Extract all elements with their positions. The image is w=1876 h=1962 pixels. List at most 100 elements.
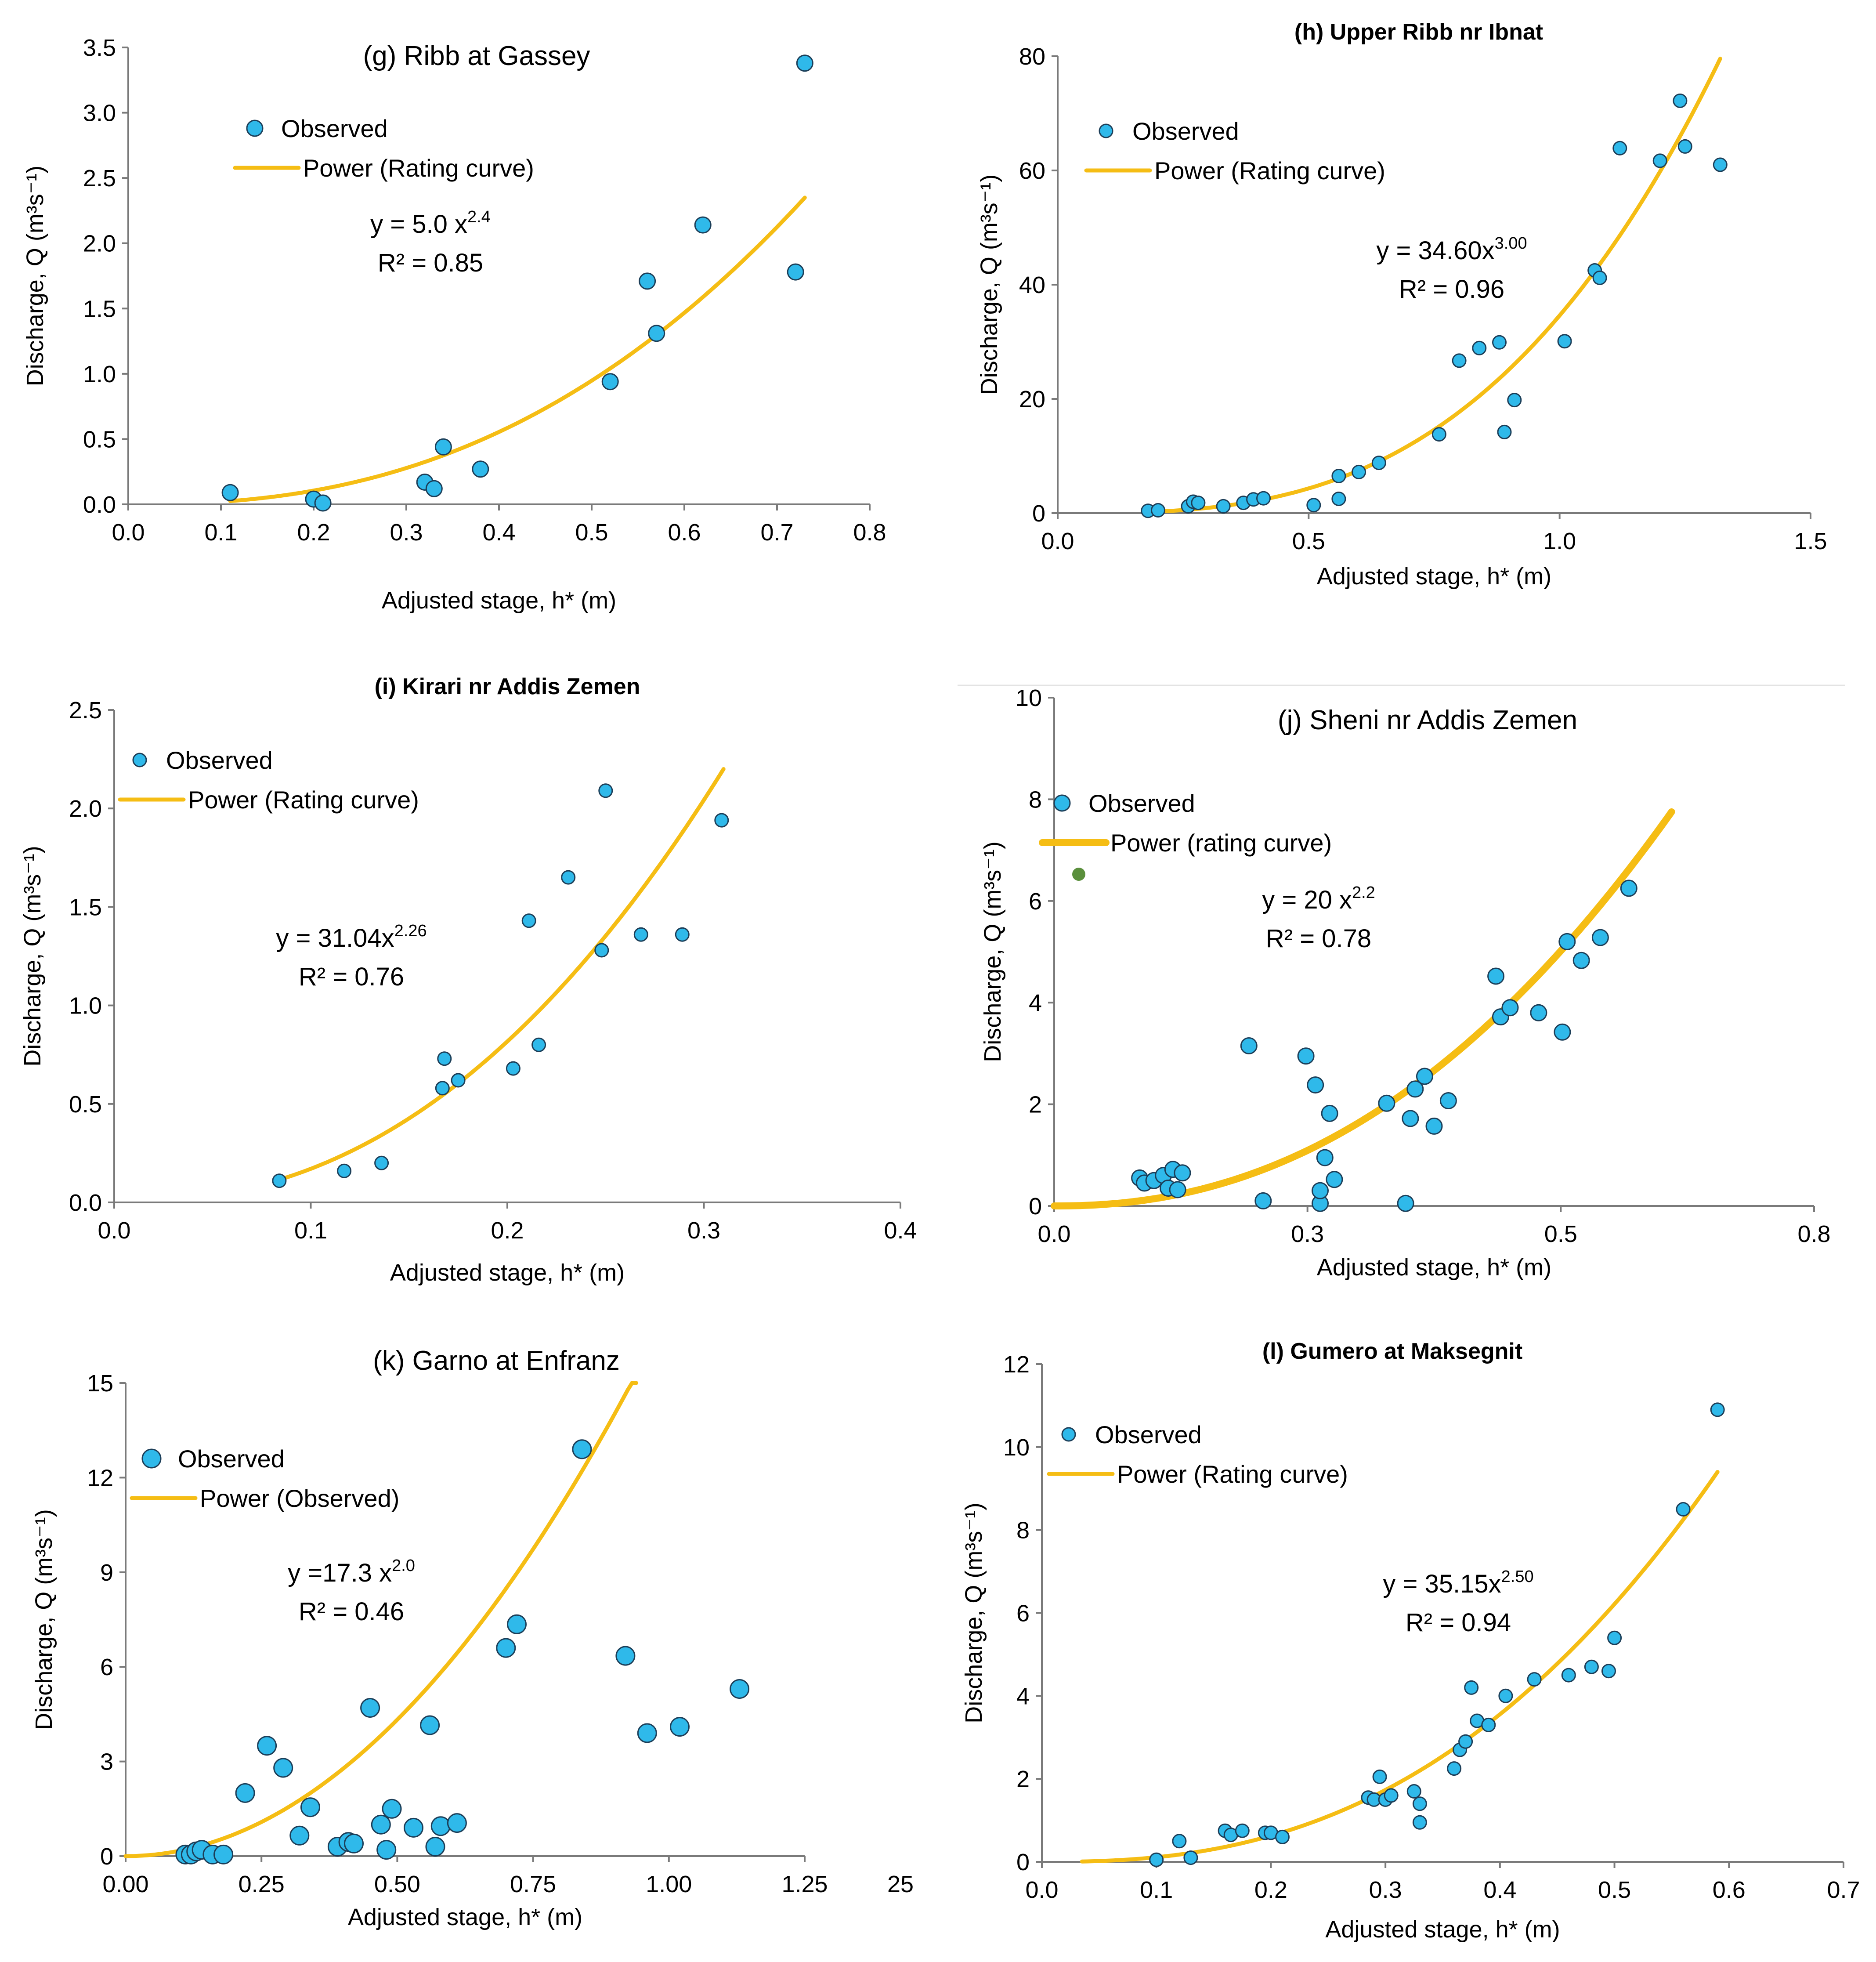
chart-panel-l: 0.0 0.1 0.2 0.3 0.4 0.5 0.6 0.7 0 2 4 6 8 10 12 Adjuste… [961, 1339, 1860, 1943]
r-squared: R² = 0.46 [299, 1597, 404, 1626]
y-tick-label: 1.5 [83, 296, 116, 322]
legend-curve-label: Power (Rating curve) [1117, 1460, 1348, 1488]
observed-point [496, 1638, 516, 1658]
x-tick-label: 0.0 [98, 1217, 130, 1244]
observed-point [1307, 1076, 1324, 1094]
y-tick-label: 8 [1016, 1517, 1030, 1544]
observed-point [1297, 1047, 1315, 1065]
equation-exponent: 2.50 [1501, 1567, 1534, 1586]
observed-point [272, 1173, 287, 1188]
x-tick-label: 0.1 [204, 519, 237, 546]
y-tick-label: 0.5 [83, 426, 116, 452]
y-tick-label: 12 [87, 1465, 113, 1491]
x-tick-label: 0.1 [1140, 1877, 1173, 1903]
y-tick-label: 0.5 [69, 1091, 102, 1118]
y-axis-label: Discharge, Q (m³s⁻¹) [980, 841, 1006, 1062]
x-tick-label: 0.0 [112, 519, 145, 546]
y-tick-label: 2.0 [83, 231, 116, 257]
r-squared: R² = 0.96 [1399, 275, 1504, 304]
equation-exponent: 2.0 [392, 1557, 415, 1575]
x-tick-label: 0.2 [1254, 1877, 1287, 1903]
observed-point [1561, 1668, 1576, 1683]
observed-point [376, 1840, 397, 1860]
legend-observed-marker [1061, 1427, 1076, 1442]
observed-point [637, 1723, 657, 1743]
y-tick-label: 1.5 [69, 894, 102, 920]
equation-base: y = 31.04x [276, 924, 394, 952]
y-axis-label: Discharge, Q (m³s⁻¹) [31, 1509, 57, 1730]
observed-point [430, 1816, 451, 1836]
observed-point [447, 1813, 467, 1833]
chart-title: (g) Ribb at Gassey [363, 41, 590, 71]
observed-point [374, 1155, 389, 1170]
y-tick-label: 2 [1029, 1092, 1042, 1118]
legend-curve-label: Power (rating curve) [1110, 829, 1332, 857]
observed-point [1235, 1823, 1250, 1838]
legend-observed-marker [1099, 123, 1113, 138]
observed-point [1425, 1117, 1443, 1135]
observed-point [1612, 141, 1627, 156]
r-squared: R² = 0.94 [1406, 1608, 1511, 1637]
observed-point [507, 1614, 527, 1634]
y-tick-label: 0 [1029, 1193, 1042, 1220]
x-tick-label: 0.75 [510, 1871, 556, 1897]
observed-point [1710, 1402, 1725, 1417]
observed-point [521, 913, 536, 928]
x-tick-label: 0.5 [1544, 1221, 1577, 1247]
observed-point [1151, 503, 1165, 518]
x-tick-label: 0.0 [1041, 528, 1074, 554]
x-tick-label: 0.4 [1483, 1877, 1516, 1903]
observed-point [1412, 1796, 1427, 1811]
y-tick-label: 0 [1032, 500, 1045, 527]
y-tick-label: 2.0 [69, 796, 102, 822]
x-tick-label: 0.5 [575, 519, 608, 546]
equation-base: y =17.3 x [288, 1559, 392, 1587]
observed-point [1620, 880, 1637, 897]
observed-point [1713, 157, 1728, 172]
y-tick-label: 0 [1016, 1849, 1030, 1875]
observed-point [796, 54, 813, 72]
observed-point [1306, 498, 1321, 513]
rating-curve-line [123, 1381, 639, 1858]
observed-point [289, 1825, 310, 1846]
observed-point [1321, 1104, 1338, 1122]
observed-point [531, 1037, 546, 1052]
observed-point [1487, 967, 1505, 985]
fit-equation: y =17.3 x2.0 [288, 1557, 415, 1587]
legend-curve-label: Power (Rating curve) [1154, 157, 1385, 185]
x-tick-label: 0.0 [1025, 1877, 1058, 1903]
chart-panel-i: 0.0 0.1 0.2 0.3 0.4 0.0 0.5 1.0 1.5 2.0 2.5 Adjuste… [19, 674, 917, 1286]
x-axis-label: Adjusted stage, h* (m) [1317, 1254, 1551, 1281]
observed-point [1397, 1195, 1414, 1212]
x-axis-label: Adjusted stage, h* (m) [348, 1904, 582, 1930]
stray-green-dot [1072, 868, 1085, 881]
observed-point [1447, 1761, 1462, 1776]
x-tick-label: 1.00 [646, 1871, 692, 1897]
observed-point [1149, 1852, 1164, 1867]
observed-point [787, 263, 804, 281]
observed-point [434, 438, 452, 456]
observed-point [506, 1061, 521, 1076]
legend-observed-label: Observed [166, 746, 273, 774]
observed-point [337, 1163, 352, 1178]
observed-point [1557, 334, 1572, 349]
chart-panel-k: 0.00 0.25 0.50 0.75 1.00 1.25 0 3 6 9 12 15 Adjusted… [31, 1346, 914, 1930]
x-tick-label: 0.3 [687, 1217, 720, 1244]
rating-curve-line [1080, 1470, 1720, 1864]
observed-point [221, 484, 239, 501]
observed-point [1240, 1037, 1258, 1054]
x-tick-label: 0.50 [374, 1871, 420, 1897]
legend-observed-label: Observed [1132, 117, 1239, 145]
observed-point [1254, 1192, 1272, 1209]
observed-point [1312, 1182, 1329, 1199]
y-tick-label: 6 [1029, 888, 1042, 915]
observed-point [1191, 496, 1206, 510]
observed-point [1439, 1092, 1457, 1109]
observed-point [1472, 340, 1487, 355]
observed-point [420, 1715, 440, 1735]
equation-exponent: 2.2 [1352, 883, 1375, 902]
equation-exponent: 2.4 [467, 208, 491, 226]
observed-point [1584, 1659, 1599, 1674]
y-tick-label: 15 [87, 1370, 113, 1397]
y-tick-label: 3.0 [83, 100, 116, 127]
